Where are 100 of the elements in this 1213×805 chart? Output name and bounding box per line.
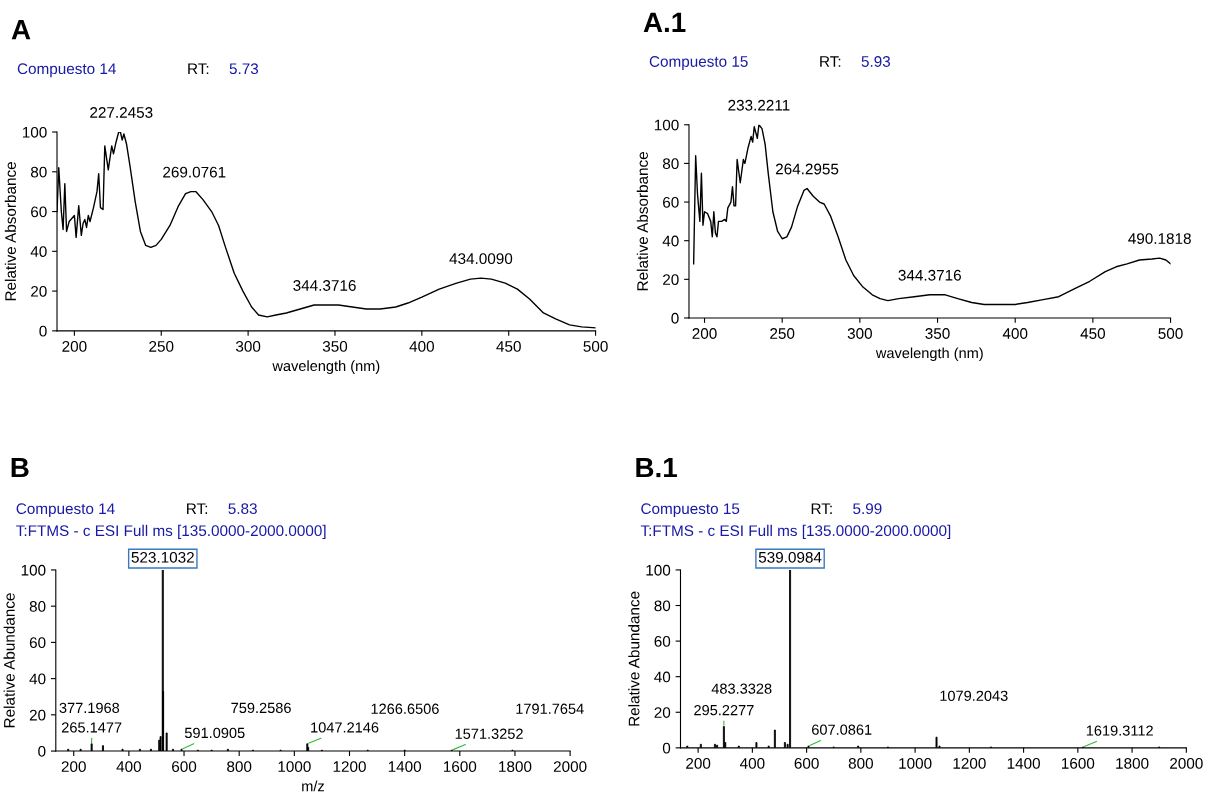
y-tick-label: 20 [31, 285, 47, 297]
y-tick-label: 20 [663, 274, 679, 286]
y-tick-label: 0 [662, 742, 671, 754]
chart-title: A [11, 20, 31, 40]
x-tick-label: 450 [1080, 328, 1106, 339]
chart-title: B [11, 458, 29, 478]
x-axis-title: wavelength (nm) [272, 360, 380, 374]
x-tick-label: 200 [692, 328, 717, 339]
annotation: 759.2586 [231, 702, 291, 714]
x-tick-label: 500 [583, 340, 608, 352]
y-tick-label: 60 [31, 206, 47, 218]
annotation: 1571.3252 [455, 728, 523, 739]
x-tick-label: 2000 [1170, 757, 1203, 769]
x-tick-label: 450 [496, 340, 521, 352]
annotation: 539.0984 [758, 551, 822, 563]
text: 5.73 [229, 63, 259, 75]
x-axis-title: wavelength (nm) [875, 347, 983, 362]
text: 5.99 [853, 503, 882, 515]
annotation: 233.2211 [728, 99, 790, 111]
text: RT: [188, 63, 209, 74]
x-tick-label: 800 [227, 761, 252, 773]
text: T:FTMS - c ESI Full ms [135.0000-2000.0000] [16, 524, 326, 540]
annotation: 344.3716 [898, 269, 961, 281]
text: RT: [811, 503, 832, 514]
x-tick-label: 400 [1002, 328, 1028, 339]
annotation: 483.3328 [711, 683, 772, 694]
x-tick-label: 250 [149, 340, 174, 352]
x-tick-label: 1400 [1007, 757, 1040, 769]
chart-title: B.1 [636, 458, 677, 478]
x-tick-label: 500 [1158, 328, 1183, 339]
x-tick-label: 200 [686, 757, 711, 769]
chart-subtitle: Compuesto 14 [17, 63, 116, 78]
annotation: 264.2955 [775, 163, 839, 175]
annotation: 1266.6506 [371, 703, 439, 714]
x-tick-label: 1000 [278, 761, 311, 773]
x-tick-label: 200 [61, 761, 86, 773]
x-tick-label: 200 [62, 340, 87, 352]
x-tick-label: 600 [172, 761, 197, 773]
x-tick-label: 1200 [953, 757, 986, 769]
chart-subtitle: Compuesto 14 [16, 503, 115, 518]
chart-subtitle: Compuesto 15 [649, 56, 748, 70]
annotation: 490.1818 [1128, 233, 1191, 244]
x-tick-label: 400 [116, 761, 142, 773]
annotation: 377.1968 [59, 702, 120, 714]
y-tick-label: 40 [654, 671, 671, 683]
annotation: 434.0090 [449, 253, 513, 265]
x-tick-label: 400 [739, 757, 765, 769]
y-tick-label: 80 [654, 600, 671, 612]
x-tick-label: 400 [409, 340, 434, 352]
x-tick-label: 600 [794, 757, 819, 769]
x-tick-label: 250 [770, 328, 795, 339]
y-tick-label: 100 [21, 564, 46, 576]
y-tick-label: 80 [662, 158, 679, 170]
annotation: 269.0761 [163, 166, 226, 178]
annotation: 1619.3112 [1086, 725, 1153, 736]
annotation: 295.2277 [694, 704, 754, 716]
annotation: 591.0905 [184, 727, 245, 739]
x-tick-label: 1000 [899, 757, 932, 769]
annotation: 265.1477 [61, 722, 122, 733]
y-tick-label: 20 [29, 709, 46, 721]
x-tick-label: 2000 [553, 761, 587, 773]
y-axis-title: Relative Absorbance [4, 162, 16, 301]
annotation: 1791.7654 [516, 703, 584, 714]
x-tick-label: 350 [322, 340, 348, 352]
annotation: 227.2453 [90, 107, 153, 118]
text: T:FTMS - c ESI Full ms [135.0000-2000.0000] [640, 524, 951, 540]
x-tick-label: 1200 [333, 761, 366, 773]
y-axis-title: Relative Abundance [628, 591, 640, 726]
annotation: 1047.2146 [311, 722, 379, 733]
y-tick-label: 60 [654, 635, 671, 647]
chart-subtitle: Compuesto 15 [641, 503, 740, 518]
y-tick-label: 40 [30, 246, 47, 258]
y-axis-title: Relative Abundance [3, 593, 15, 728]
x-tick-label: 1800 [499, 761, 532, 773]
x-tick-label: 300 [235, 340, 261, 352]
x-tick-label: 350 [925, 328, 950, 339]
text: RT: [820, 56, 841, 67]
x-tick-label: 800 [848, 757, 873, 769]
x-tick-label: 1400 [388, 761, 422, 773]
y-tick-label: 60 [29, 637, 46, 649]
y-tick-label: 80 [30, 166, 47, 178]
x-tick-label: 1600 [443, 761, 477, 773]
y-tick-label: 0 [38, 745, 46, 757]
y-tick-label: 40 [662, 235, 679, 247]
text: RT: [187, 503, 208, 514]
y-tick-label: 80 [29, 601, 46, 612]
annotation: 1079.2043 [940, 690, 1008, 701]
x-axis-title: m/z [302, 780, 324, 792]
annotation: 523.1032 [131, 551, 194, 563]
x-tick-label: 1800 [1116, 757, 1149, 769]
text: 5.93 [861, 56, 891, 67]
y-tick-label: 0 [671, 312, 679, 324]
y-tick-label: 100 [22, 126, 47, 138]
y-tick-label: 100 [646, 564, 671, 576]
y-tick-label: 20 [654, 707, 671, 718]
y-tick-label: 0 [39, 325, 47, 337]
text: 5.83 [228, 503, 257, 515]
chart-title: A.1 [643, 12, 686, 32]
y-tick-label: 100 [654, 119, 679, 131]
y-tick-label: 60 [663, 196, 679, 208]
